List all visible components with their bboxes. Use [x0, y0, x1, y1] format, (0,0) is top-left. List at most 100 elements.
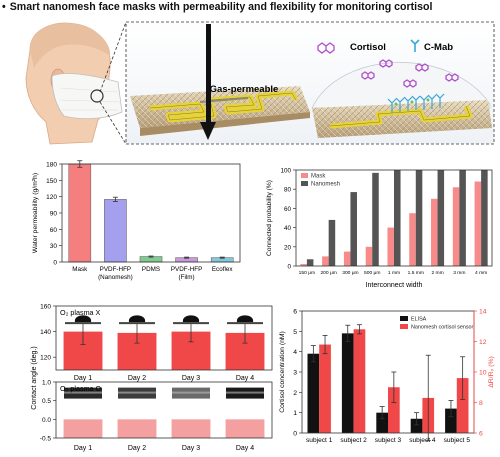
droplet-icon [74, 315, 92, 323]
linker-array [394, 98, 430, 106]
category-label: Day 4 [236, 375, 254, 382]
head-illustration [25, 22, 123, 145]
connected-probability-chart: 0 20 40 60 80 100 150 μm 200 μm 300 μm 500 μm 1 mm… [266, 168, 493, 289]
category-label: Mask [72, 266, 88, 273]
bar-nanomesh-4 [394, 170, 401, 266]
category-label: (Film) [179, 274, 195, 281]
category-label: Day 2 [128, 445, 146, 452]
antibody-array [387, 93, 445, 113]
bar-mask-8 [474, 181, 482, 266]
y-axis-label: Connected probability (%) [266, 180, 273, 256]
y-tick-label: 20 [284, 244, 292, 251]
bar-nanomesh-6 [437, 170, 445, 266]
category-label: 300 μm [342, 270, 358, 276]
bar-nanomesh-0 [306, 259, 314, 266]
category-label: (Nanomesh) [98, 274, 133, 281]
y-tick-label: 40 [284, 225, 292, 232]
bar-nanomesh-3 [372, 172, 379, 266]
zoom-circle [90, 89, 104, 103]
y-tick-label-right: 6 [479, 431, 483, 438]
bar-mask-5 [409, 213, 416, 266]
y-tick-label: 0 [53, 260, 57, 267]
y-axis-label-right: ΔR/R₀ (%) [488, 356, 495, 388]
annotation-label: O₂ plasma O [60, 384, 102, 393]
category-label: Ecoflex [212, 266, 234, 273]
cmab-label: C-Mab [424, 42, 453, 53]
substrate-line [227, 322, 263, 325]
contact-angle-chart: 120 140 160 Day 1 Day 2 Day 3 Day 4 O₂ plasma X… [31, 304, 273, 452]
gas-permeable-label: Gas-permeable [210, 84, 279, 95]
legend-label: Nanomesh cortisol sensor [411, 325, 474, 331]
category-label: 1 mm [388, 270, 400, 276]
category-label: 500 μm [364, 270, 380, 276]
film-highlight [118, 391, 156, 394]
y-tick-label-right: 10 [479, 370, 487, 377]
y-tick-label: 120 [40, 355, 51, 362]
category-label: subject 5 [444, 437, 471, 444]
y-tick-label: 30 [50, 243, 58, 250]
category-label: subject 1 [306, 437, 333, 444]
category-label: PDMS [142, 266, 160, 273]
legend-swatch [400, 316, 408, 321]
cortisol-label: Cortisol [350, 42, 386, 53]
legend-label: ELISA [411, 317, 427, 323]
y-axis-label: Contact angle (deg.) [31, 346, 38, 409]
category-label: PVDF-HFP [100, 266, 131, 273]
category-label: Day 1 [74, 445, 92, 452]
bar-mask-2 [343, 251, 351, 266]
category-label: 3 mm [453, 270, 465, 276]
cortisol-molecules [317, 42, 459, 88]
bar-elisa-2 [376, 412, 388, 433]
y-tick-label: 140 [40, 329, 51, 336]
y-tick-label: 160 [40, 304, 51, 311]
bar-1 [104, 199, 127, 263]
y-tick-label: 1.0 [42, 380, 51, 387]
legend-swatch [301, 173, 308, 178]
y-tick-label: 5 [293, 329, 297, 336]
category-label: subject 3 [375, 437, 402, 444]
film-highlight [172, 391, 210, 394]
droplet-icon [128, 315, 146, 323]
schematic-panel: Gas-permeable Cortisol C-Mab [25, 21, 495, 145]
category-label: 2 mm [431, 270, 443, 276]
category-label: 150 μm [299, 270, 315, 276]
category-label: Day 3 [182, 445, 200, 452]
y-tick-label: 150 [46, 178, 57, 185]
bar-mask-6 [431, 198, 438, 266]
cmab-icon [410, 39, 420, 52]
legend-swatch [400, 324, 408, 329]
bar-mask-0 [300, 264, 307, 266]
bar-mask-1 [322, 256, 329, 266]
y-tick-label: 80 [284, 187, 292, 194]
droplet-icon [182, 315, 200, 323]
bar-nanomesh-7 [459, 170, 466, 266]
y-tick-label: 90 [50, 211, 58, 218]
bar-2 [171, 419, 211, 438]
bar-elisa-1 [341, 333, 354, 433]
mesh-slab-right [311, 62, 492, 138]
y-axis-label: Water permeability (g/m²h) [32, 173, 39, 253]
y-tick-label-right: 14 [479, 309, 487, 316]
bar-elisa-4 [445, 408, 457, 433]
film-highlight [64, 391, 102, 394]
bar-nanomesh-1 [328, 219, 336, 266]
y-tick-label: 0.5 [42, 398, 51, 405]
bar-3 [225, 419, 265, 438]
y-tick-label: 100 [280, 168, 291, 175]
bar-1 [117, 419, 157, 438]
y-tick-label: 120 [46, 194, 57, 201]
y-tick-label: 0 [287, 264, 291, 271]
plot-frame [295, 169, 493, 267]
legend-swatch [301, 181, 308, 186]
y-tick-label: 2 [293, 390, 297, 397]
category-label: 4 mm [475, 270, 487, 276]
category-label: subject 2 [340, 437, 367, 444]
figure-title: • Smart nanomesh face masks with permeabi… [2, 1, 498, 15]
zoom-lines [99, 21, 127, 145]
category-label: 1.5 mm [408, 270, 424, 276]
legend-label: Nanomesh [311, 182, 340, 188]
bar-sensor-4 [456, 378, 469, 433]
droplet-icon [236, 315, 254, 323]
